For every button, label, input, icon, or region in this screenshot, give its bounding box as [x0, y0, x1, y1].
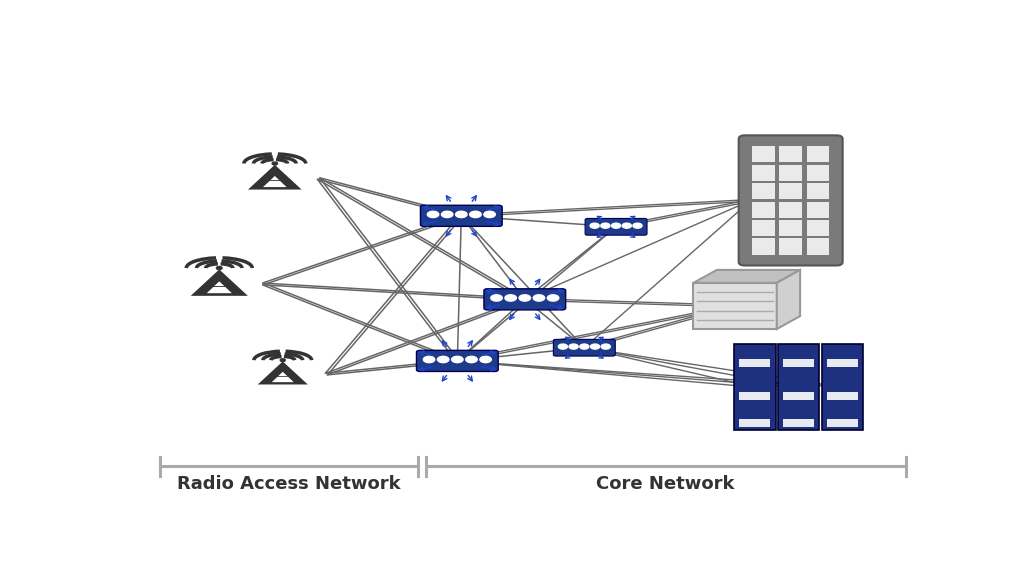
Circle shape: [569, 344, 579, 349]
FancyBboxPatch shape: [807, 220, 829, 236]
Circle shape: [633, 223, 642, 228]
Circle shape: [558, 344, 567, 349]
FancyBboxPatch shape: [783, 359, 814, 367]
Circle shape: [623, 223, 632, 228]
Circle shape: [427, 211, 438, 218]
Circle shape: [601, 344, 610, 349]
Circle shape: [484, 211, 496, 218]
FancyBboxPatch shape: [739, 359, 770, 367]
FancyBboxPatch shape: [753, 183, 775, 199]
FancyBboxPatch shape: [807, 146, 829, 163]
Circle shape: [548, 295, 559, 301]
Text: Core Network: Core Network: [596, 475, 735, 493]
FancyBboxPatch shape: [783, 392, 814, 400]
Circle shape: [456, 211, 467, 218]
Circle shape: [490, 295, 502, 301]
Circle shape: [470, 211, 481, 218]
Circle shape: [281, 359, 286, 361]
Circle shape: [216, 267, 222, 270]
Polygon shape: [258, 361, 308, 384]
Circle shape: [272, 162, 278, 165]
FancyBboxPatch shape: [779, 164, 802, 181]
FancyBboxPatch shape: [421, 205, 502, 226]
FancyBboxPatch shape: [807, 202, 829, 218]
Circle shape: [505, 295, 516, 301]
FancyBboxPatch shape: [417, 351, 499, 372]
Circle shape: [611, 223, 621, 228]
FancyBboxPatch shape: [484, 289, 565, 310]
Circle shape: [590, 223, 599, 228]
Text: Radio Access Network: Radio Access Network: [177, 475, 400, 493]
FancyBboxPatch shape: [807, 164, 829, 181]
Polygon shape: [693, 283, 777, 329]
FancyBboxPatch shape: [807, 238, 829, 255]
FancyBboxPatch shape: [826, 420, 858, 427]
Circle shape: [423, 356, 435, 363]
FancyBboxPatch shape: [753, 146, 775, 163]
FancyBboxPatch shape: [753, 164, 775, 181]
FancyBboxPatch shape: [779, 202, 802, 218]
Polygon shape: [207, 282, 231, 293]
Circle shape: [441, 211, 453, 218]
FancyBboxPatch shape: [783, 420, 814, 427]
Circle shape: [601, 223, 610, 228]
Circle shape: [580, 344, 589, 349]
FancyBboxPatch shape: [738, 135, 843, 266]
FancyBboxPatch shape: [779, 146, 802, 163]
Polygon shape: [190, 270, 248, 296]
Polygon shape: [777, 270, 800, 329]
FancyBboxPatch shape: [753, 238, 775, 255]
FancyBboxPatch shape: [826, 392, 858, 400]
Circle shape: [437, 356, 449, 363]
FancyBboxPatch shape: [553, 339, 615, 356]
FancyBboxPatch shape: [753, 220, 775, 236]
FancyBboxPatch shape: [821, 344, 863, 430]
Polygon shape: [263, 176, 287, 187]
Polygon shape: [693, 270, 800, 283]
Polygon shape: [271, 372, 294, 382]
FancyBboxPatch shape: [739, 420, 770, 427]
FancyBboxPatch shape: [779, 183, 802, 199]
FancyBboxPatch shape: [734, 344, 775, 430]
Circle shape: [519, 295, 530, 301]
FancyBboxPatch shape: [807, 183, 829, 199]
Polygon shape: [248, 165, 302, 190]
Circle shape: [534, 295, 545, 301]
FancyBboxPatch shape: [585, 219, 647, 235]
Circle shape: [480, 356, 492, 363]
FancyBboxPatch shape: [739, 392, 770, 400]
FancyBboxPatch shape: [826, 359, 858, 367]
Circle shape: [591, 344, 600, 349]
FancyBboxPatch shape: [779, 238, 802, 255]
FancyBboxPatch shape: [779, 220, 802, 236]
FancyBboxPatch shape: [753, 202, 775, 218]
FancyBboxPatch shape: [778, 344, 819, 430]
Circle shape: [452, 356, 463, 363]
Circle shape: [466, 356, 477, 363]
